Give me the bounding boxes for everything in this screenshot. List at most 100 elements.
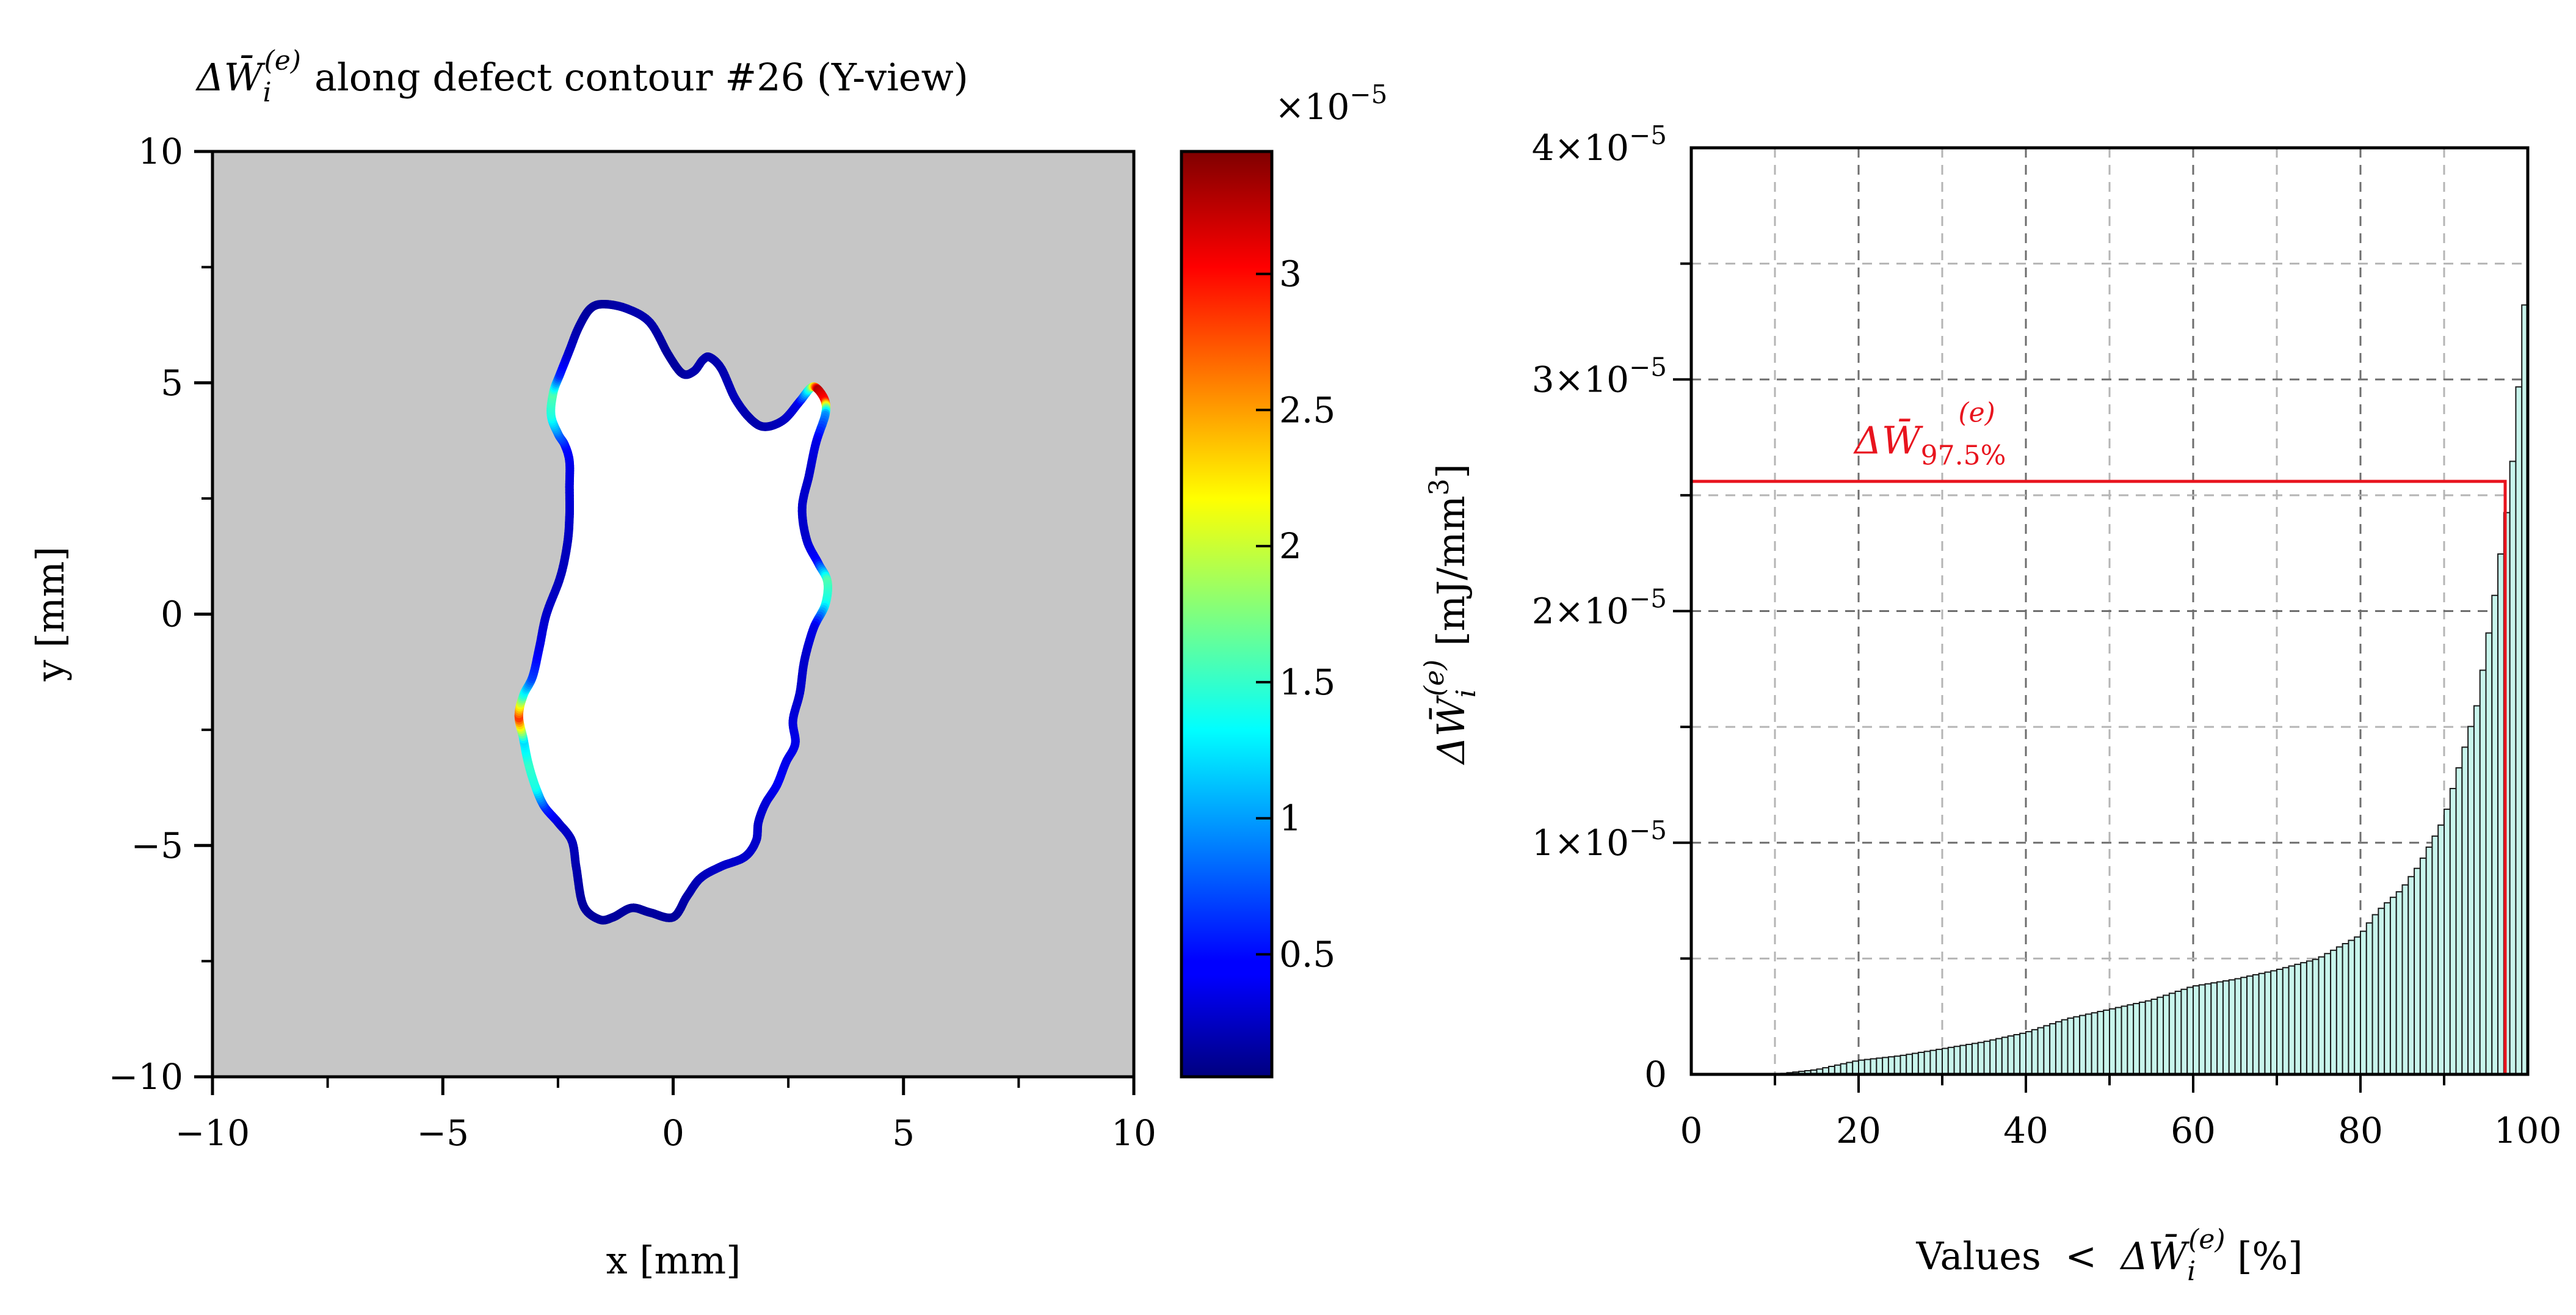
histogram-bar	[2246, 975, 2254, 1075]
histogram-y-label-units-sup: 3	[1424, 478, 1455, 495]
y-tick-mantissa: 1×10	[1532, 822, 1629, 864]
histogram-bar	[2186, 986, 2194, 1076]
y-tick-mantissa: 2×10	[1532, 591, 1629, 632]
histogram-bar	[1870, 1058, 1878, 1076]
histogram-x-tick-label: 20	[1836, 1110, 1881, 1151]
histogram-bar	[1906, 1054, 1914, 1075]
histogram-bar	[2360, 930, 2367, 1076]
map-title-symbol: ΔW̄	[195, 55, 266, 100]
histogram-bar	[2055, 1021, 2063, 1075]
histogram-bar	[2019, 1032, 2026, 1075]
histogram-bar	[2163, 994, 2170, 1076]
histogram-bar	[2210, 982, 2218, 1075]
histogram-x-tick-label: 40	[2003, 1110, 2048, 1151]
histogram-bar	[1899, 1054, 1907, 1075]
histogram-bar	[2407, 876, 2415, 1076]
histogram-bar	[2449, 788, 2457, 1076]
y-tick-exponent: −5	[1629, 815, 1667, 845]
map-y-tick-label: −5	[131, 825, 184, 866]
histogram-grid	[1691, 148, 2528, 1074]
histogram-y-tick-label: 2×10−5	[1532, 584, 1667, 632]
map-y-tick-label: 10	[138, 131, 183, 172]
histogram-bar	[2067, 1017, 2075, 1076]
colorbar-tick-label: 0.5	[1279, 933, 1335, 975]
percentile-line	[1691, 479, 2507, 1074]
histogram-panel: ΔW̄97.5%(e) 0 20 40 60 80 10001×10−52×10−53×1…	[1419, 120, 2561, 1287]
histogram-bar	[2467, 726, 2475, 1075]
histogram-x-tick-label: 100	[2494, 1110, 2562, 1151]
histogram-bar	[2001, 1036, 2009, 1075]
map-y-label: y [mm]	[28, 547, 73, 682]
histogram-y-label-symbol: ΔW̄	[1429, 695, 1473, 765]
histogram-bar	[2294, 963, 2302, 1075]
histogram-bar	[2306, 960, 2313, 1075]
y-tick-mantissa: 0	[1644, 1054, 1667, 1095]
map-x-tick-label: 0	[662, 1112, 684, 1154]
histogram-bar	[1953, 1046, 1961, 1075]
map-x-tick-label: 10	[1111, 1112, 1156, 1154]
histogram-y-label-units-close: ]	[1429, 464, 1473, 478]
histogram-y-label: ΔW̄i(e) [mJ/mm3]	[1419, 464, 1482, 765]
histogram-bar	[2431, 835, 2439, 1076]
histogram-bar	[2049, 1023, 2056, 1075]
histogram-x-tick-label: 0	[1680, 1110, 1703, 1151]
percentile-label-sub: 97.5%	[1921, 440, 2006, 472]
histogram-bar	[1942, 1047, 1949, 1075]
histogram-bar	[2114, 1007, 2122, 1076]
histogram-bar	[2384, 902, 2391, 1076]
histogram-bar	[1936, 1049, 1943, 1075]
histogram-bar	[1971, 1043, 1979, 1075]
map-y-tick-label: −10	[109, 1056, 183, 1098]
histogram-x-label-prefix: Values <	[1915, 1234, 2121, 1278]
histogram-bar	[2461, 746, 2469, 1076]
histogram-bar	[1876, 1057, 1884, 1075]
histogram-bar	[2174, 991, 2182, 1076]
histogram-y-tick-label: 1×10−5	[1532, 815, 1667, 864]
colorbar-tick-label: 2	[1279, 525, 1302, 567]
histogram-y-tick-label: 0	[1644, 1054, 1667, 1095]
histogram-bar	[2061, 1019, 2069, 1075]
map-x-tick-label: −5	[417, 1112, 470, 1154]
percentile-label-symbol: ΔW̄	[1853, 418, 1923, 462]
histogram-bar	[2300, 962, 2307, 1076]
histogram-bar	[1929, 1049, 1937, 1075]
defect-contour	[514, 300, 832, 925]
map-title-sup: (e)	[264, 45, 301, 76]
histogram-bar	[2150, 999, 2158, 1076]
histogram-bar	[2324, 953, 2332, 1075]
histogram-bar	[2193, 985, 2200, 1075]
y-tick-exponent: −5	[1629, 352, 1667, 382]
histogram-x-tick-label: 80	[2338, 1110, 2383, 1151]
contour-map-panel: ΔW̄i(e) along defect contour #26 (Y-view)…	[28, 45, 1387, 1283]
histogram-bar	[2222, 980, 2230, 1075]
histogram-bar	[2180, 988, 2188, 1076]
histogram-bar	[2365, 922, 2373, 1075]
histogram-bar	[2318, 956, 2326, 1076]
map-x-tick-label: 5	[892, 1112, 915, 1154]
histogram-bar	[2455, 767, 2463, 1076]
map-title-sub: i	[263, 77, 272, 108]
histogram-bar	[1989, 1039, 1997, 1076]
histogram-y-label-sub: i	[1451, 689, 1482, 698]
histogram-bar	[2234, 978, 2242, 1076]
histogram-bar	[2414, 867, 2421, 1075]
histogram-bar	[2444, 808, 2451, 1075]
colorbar-tick-label: 1.5	[1279, 661, 1335, 703]
histogram-bar	[1917, 1051, 1925, 1075]
histogram-bar	[2037, 1027, 2045, 1075]
colorbar-tick-label: 1	[1279, 798, 1302, 839]
colorbar	[1180, 150, 1274, 1079]
map-x-label: x [mm]	[606, 1238, 741, 1283]
histogram-bar	[2509, 461, 2517, 1075]
histogram-bar	[2389, 897, 2397, 1075]
histogram-bar	[1959, 1044, 1967, 1075]
map-title-rest: along defect contour #26 (Y-view)	[314, 55, 968, 100]
histogram-bar	[2109, 1008, 2116, 1075]
map-y-tick-label: 0	[161, 594, 183, 635]
histogram-bar	[2157, 996, 2164, 1076]
colorbar-tick-label: 2.5	[1279, 389, 1335, 431]
histogram-bar	[2282, 967, 2290, 1076]
histogram-bar	[2258, 972, 2266, 1076]
